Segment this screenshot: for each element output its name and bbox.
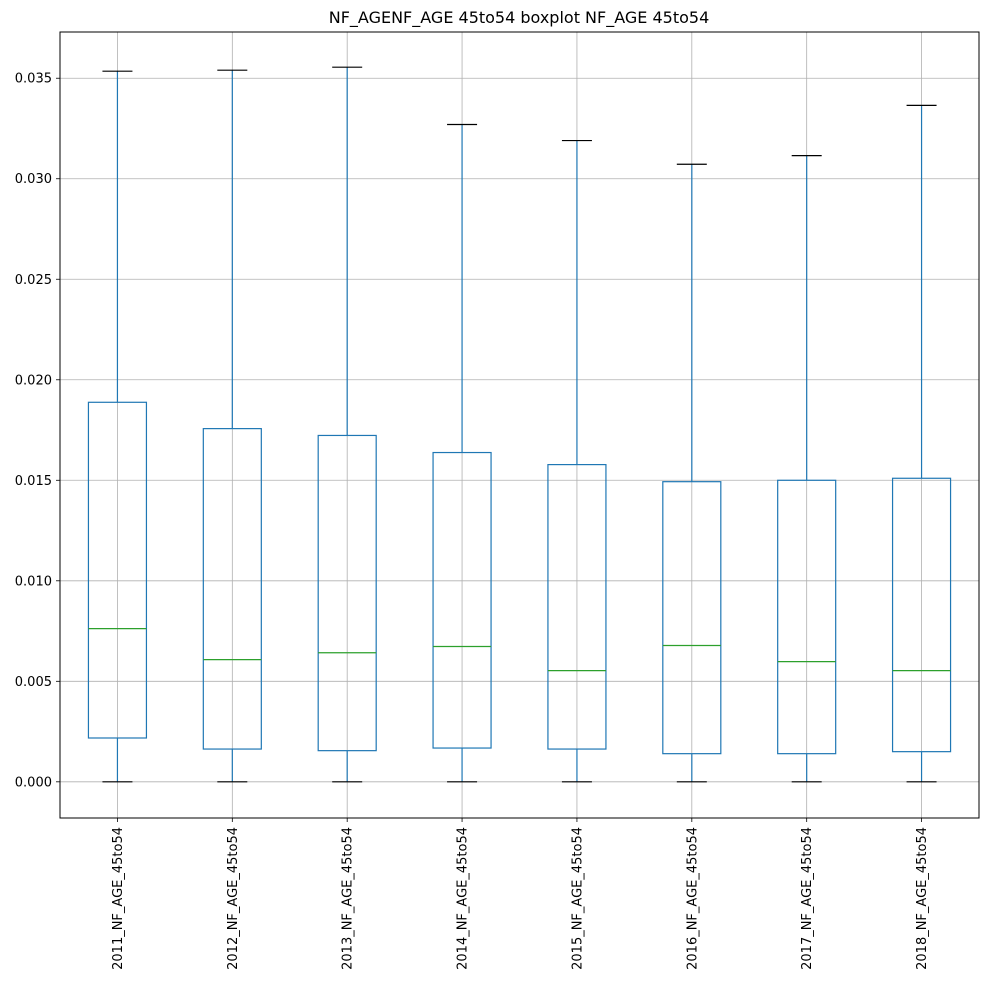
y-tick-label: 0.000 [15,775,52,790]
grid-layer [60,32,979,818]
x-tick-label: 2015_NF_AGE_45to54 [570,827,585,970]
x-axis-ticks: 2011_NF_AGE_45to54 2012_NF_AGE_45to54 2013… [111,818,930,970]
axes-frame [59,31,980,819]
box-group [891,104,952,783]
box-group [317,66,377,783]
box-layer [87,66,952,783]
box-group [662,163,722,783]
x-tick-label: 2017_NF_AGE_45to54 [800,827,815,970]
y-tick-label: 0.035 [15,72,52,87]
box-rect [547,464,607,750]
box-group [547,139,607,783]
y-tick-label: 0.025 [15,273,52,288]
y-tick-label: 0.020 [15,373,52,388]
y-tick-label: 0.030 [15,172,52,187]
x-tick-label: 2018_NF_AGE_45to54 [915,827,930,970]
box-rect [777,479,837,755]
box-group [87,70,148,783]
box-group [432,123,492,783]
y-axis-ticks: 0.000 0.005 0.010 0.015 0.020 0.025 0.030 0.035 [15,72,60,790]
box-group [202,69,262,783]
box-rect [87,401,148,739]
chart-title: NF_AGENF_AGE 45to54 boxplot NF_AGE 45to5… [329,8,710,28]
x-tick-label: 2013_NF_AGE_45to54 [341,827,356,970]
y-tick-label: 0.010 [15,574,52,589]
box-rect [891,477,952,753]
y-tick-label: 0.005 [15,675,52,690]
y-tick-label: 0.015 [15,474,52,489]
box-rect [317,434,377,752]
axes-layer [59,31,980,819]
box-rect [432,451,492,749]
box-rect [662,481,722,755]
box-rect [202,428,262,750]
x-tick-label: 2014_NF_AGE_45to54 [456,827,471,970]
x-tick-label: 2016_NF_AGE_45to54 [685,827,700,970]
box-group [777,155,837,783]
x-tick-label: 2012_NF_AGE_45to54 [226,827,241,970]
x-tick-label: 2011_NF_AGE_45to54 [111,827,126,970]
